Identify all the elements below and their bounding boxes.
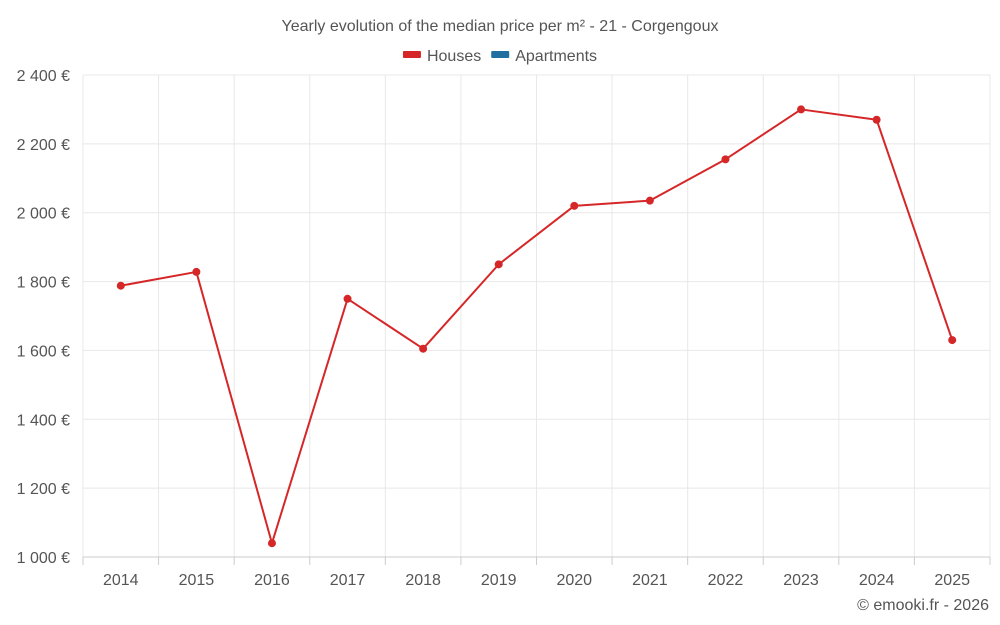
legend-label: Houses bbox=[427, 48, 481, 65]
legend-item-apartments[interactable]: Apartments bbox=[491, 48, 597, 65]
y-tick-label: 2 400 € bbox=[17, 68, 70, 85]
data-point bbox=[343, 294, 352, 303]
x-tick-label: 2014 bbox=[103, 572, 139, 589]
credit-text: © emooki.fr - 2026 bbox=[857, 597, 989, 614]
legend-label: Apartments bbox=[515, 48, 597, 65]
x-tick-label: 2020 bbox=[556, 572, 592, 589]
y-axis: 1 000 € 1 200 € 1 400 € 1 600 € 1 800 € 2 000… bbox=[17, 68, 70, 567]
legend-swatch bbox=[402, 51, 421, 58]
x-tick-label: 2025 bbox=[934, 572, 970, 589]
y-tick-label: 1 200 € bbox=[17, 481, 70, 498]
y-tick-label: 1 000 € bbox=[17, 550, 70, 567]
data-point bbox=[948, 336, 957, 345]
y-tick-label: 2 200 € bbox=[17, 137, 70, 154]
series-layer bbox=[116, 105, 957, 548]
data-point bbox=[494, 260, 503, 269]
data-point bbox=[645, 196, 654, 205]
data-point bbox=[872, 115, 881, 124]
x-tick-label: 2021 bbox=[632, 572, 668, 589]
y-tick-label: 2 000 € bbox=[17, 206, 70, 223]
legend-swatch bbox=[491, 51, 510, 58]
x-tick-label: 2016 bbox=[254, 572, 290, 589]
y-tick-label: 1 600 € bbox=[17, 343, 70, 360]
x-axis: 2014 2015 2016 2017 2018 2019 2020 2021 2022 2023… bbox=[82, 556, 991, 589]
y-tick-label: 1 800 € bbox=[17, 275, 70, 292]
grid-lines bbox=[82, 74, 991, 557]
chart-title: Yearly evolution of the median price per… bbox=[282, 18, 719, 35]
x-tick-label: 2024 bbox=[859, 572, 895, 589]
x-tick-label: 2019 bbox=[481, 572, 517, 589]
data-point bbox=[419, 344, 428, 353]
data-point bbox=[797, 105, 806, 114]
y-tick-label: 1 400 € bbox=[17, 412, 70, 429]
data-point bbox=[570, 201, 579, 210]
x-tick-label: 2023 bbox=[783, 572, 819, 589]
data-point bbox=[721, 155, 730, 164]
x-tick-label: 2015 bbox=[179, 572, 215, 589]
data-point bbox=[192, 267, 201, 276]
x-tick-label: 2017 bbox=[330, 572, 366, 589]
data-point bbox=[116, 281, 125, 290]
x-tick-label: 2022 bbox=[708, 572, 744, 589]
legend-item-houses[interactable]: Houses bbox=[402, 48, 481, 65]
data-point bbox=[267, 539, 276, 548]
x-tick-label: 2018 bbox=[405, 572, 441, 589]
legend[interactable]: Houses Apartments bbox=[402, 48, 597, 65]
series-line-houses bbox=[120, 108, 954, 545]
